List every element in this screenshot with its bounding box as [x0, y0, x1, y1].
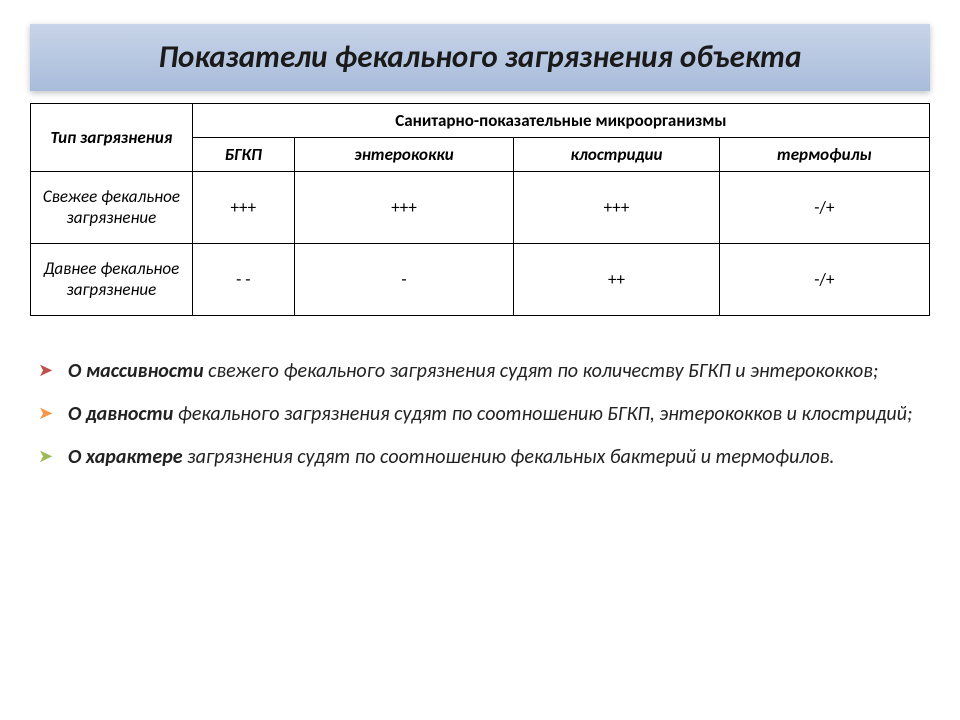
- indicators-table: Тип загрязнения Санитарно-показательные …: [30, 103, 930, 316]
- bullet-1-strong: О давности: [68, 402, 173, 426]
- colgroup-header: Санитарно-показательные микроорганизмы: [192, 103, 929, 137]
- row-0-label: Свежее фекальное загрязнение: [31, 171, 193, 243]
- cell: +++: [294, 171, 514, 243]
- bullet-2-text: загрязнения судят по соотношению фекальн…: [183, 445, 835, 469]
- cell: +++: [192, 171, 294, 243]
- cell: -: [294, 243, 514, 315]
- bullet-1-text: фекального загрязнения судят по соотноше…: [173, 402, 912, 426]
- cell: - -: [192, 243, 294, 315]
- table-header-row-1: Тип загрязнения Санитарно-показательные …: [31, 103, 930, 137]
- table-row: Давнее фекальное загрязнение - - - ++ -/…: [31, 243, 930, 315]
- list-item: О массивности свежего фекального загрязн…: [36, 358, 924, 385]
- slide-title: Показатели фекального загрязнения объект…: [50, 38, 910, 77]
- list-item: О давности фекального загрязнения судят …: [36, 401, 924, 428]
- slide: Показатели фекального загрязнения объект…: [0, 0, 960, 720]
- col-1: энтерококки: [294, 137, 514, 171]
- cell: -/+: [719, 171, 929, 243]
- row-1-label: Давнее фекальное загрязнение: [31, 243, 193, 315]
- list-item: О характере загрязнения судят по соотнош…: [36, 444, 924, 471]
- col-2: клостридии: [514, 137, 719, 171]
- col-3: термофилы: [719, 137, 929, 171]
- bullet-list: О массивности свежего фекального загрязн…: [30, 338, 930, 497]
- cell: +++: [514, 171, 719, 243]
- cell: ++: [514, 243, 719, 315]
- bullet-0-strong: О массивности: [68, 359, 204, 383]
- row-header-title: Тип загрязнения: [31, 103, 193, 171]
- title-band: Показатели фекального загрязнения объект…: [30, 24, 930, 91]
- col-0: БГКП: [192, 137, 294, 171]
- bullet-0-text: свежего фекального загрязнения судят по …: [204, 359, 879, 383]
- table-row: Свежее фекальное загрязнение +++ +++ +++…: [31, 171, 930, 243]
- cell: -/+: [719, 243, 929, 315]
- bullet-2-strong: О характере: [68, 445, 183, 469]
